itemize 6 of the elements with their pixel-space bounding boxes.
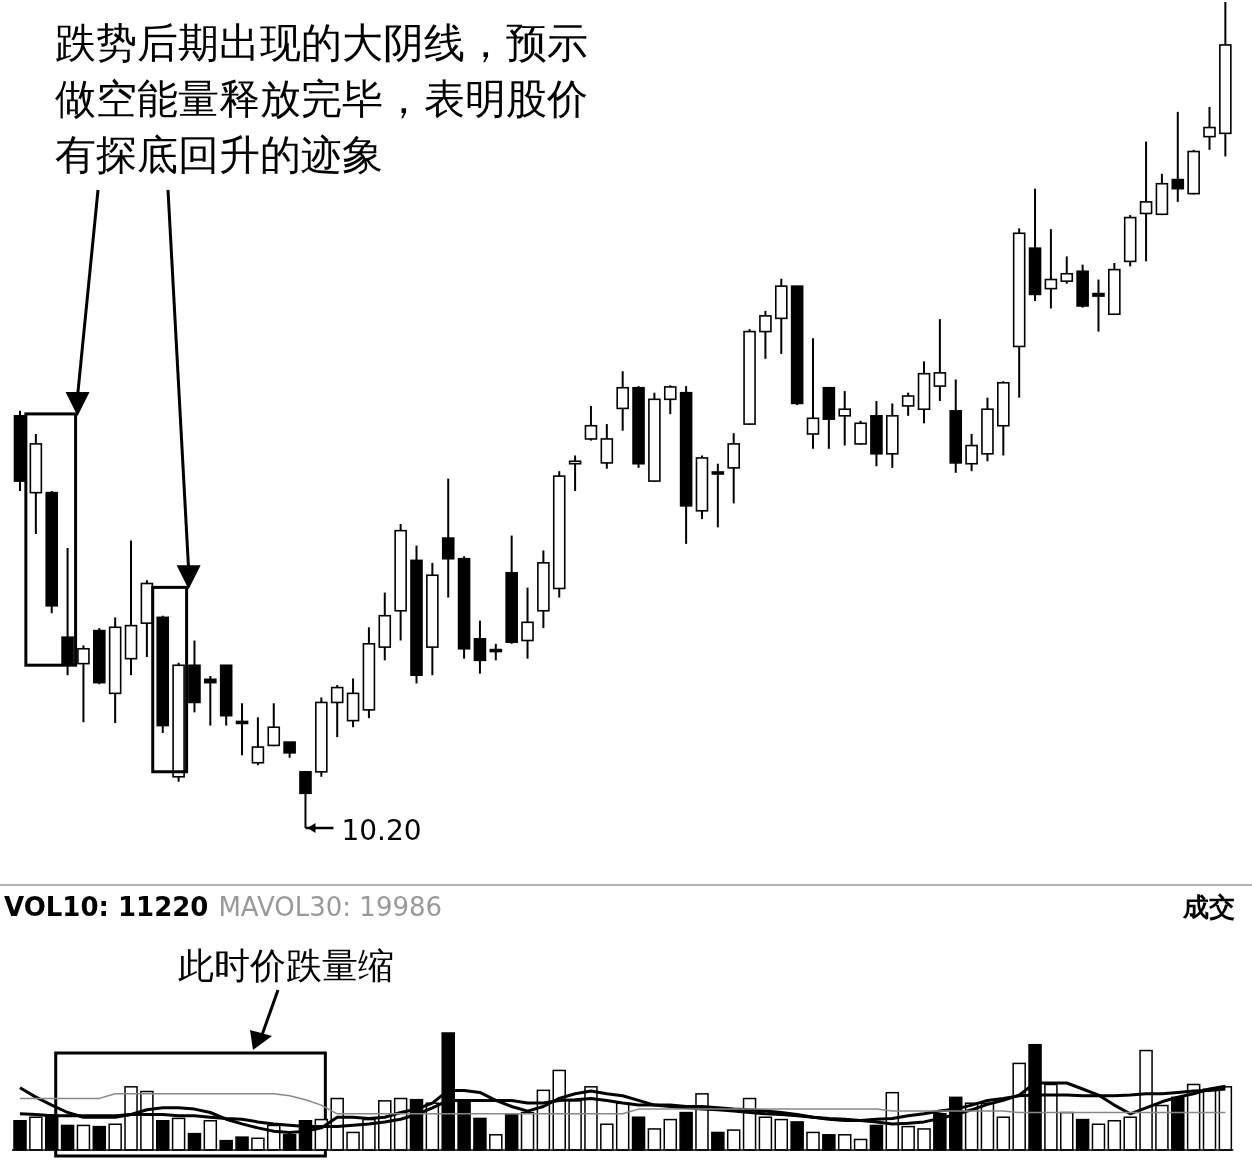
text: 此时价跌量缩 [178, 945, 394, 986]
annotation: 10.20 [341, 814, 422, 847]
y-axis-title: 成交 [1182, 892, 1235, 922]
text: VOL10: 11220 [4, 892, 209, 922]
annotation-text: 跌势后期出现的大阴线，预示做空能量释放完毕，表明股价有探底回升的迹象 [55, 19, 588, 179]
text: MAVOL30: 19986 [218, 892, 443, 922]
